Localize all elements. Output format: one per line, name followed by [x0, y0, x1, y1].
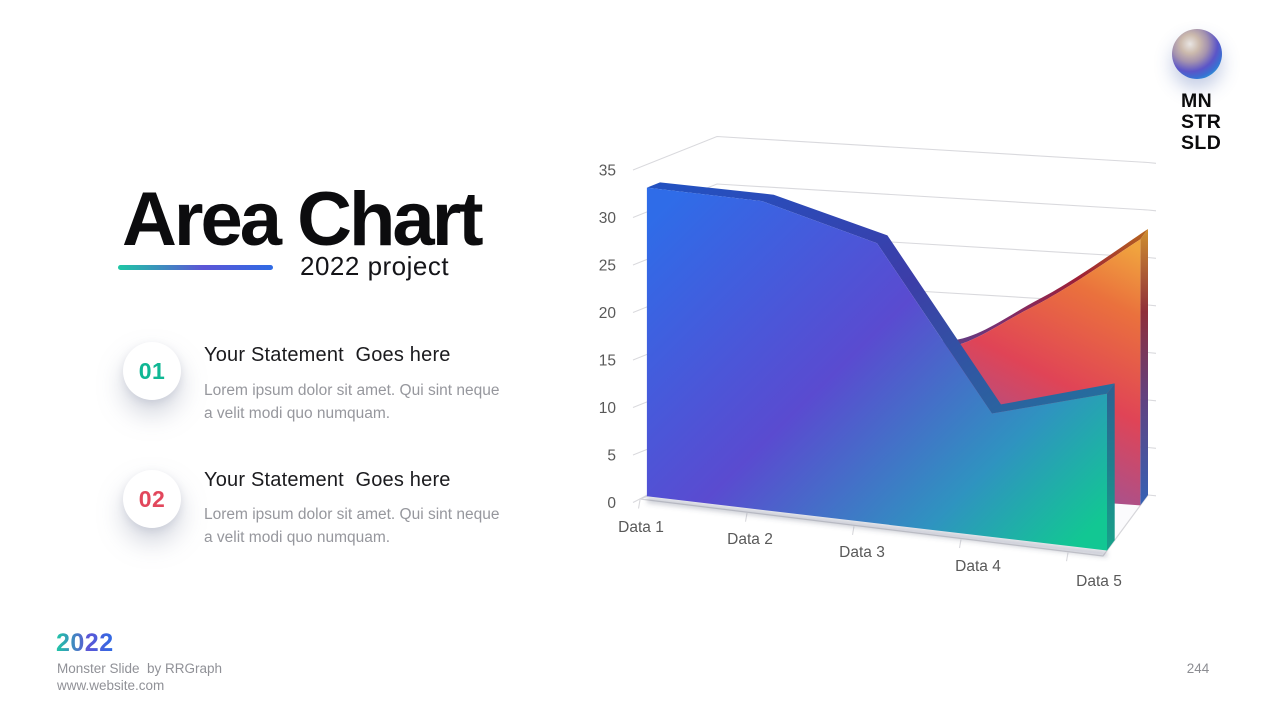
- x-axis-label: Data 5: [1076, 573, 1122, 590]
- y-axis-right-tick: [1147, 256, 1157, 259]
- logo-line-2: STR: [1181, 111, 1222, 133]
- footer-website: www.website.com: [57, 678, 165, 693]
- x-axis-tick: [958, 539, 962, 549]
- footer-credit: Monster Slide by RRGraph: [57, 661, 223, 676]
- slab-shadow: [646, 496, 1108, 558]
- y-axis-right-tick: [1147, 446, 1157, 449]
- page-number: 244: [1186, 661, 1210, 676]
- x-axis-tick: [851, 526, 855, 535]
- logo-line-3: SLD: [1181, 132, 1222, 154]
- y-axis-label: 25: [599, 258, 616, 275]
- y-axis-label: 30: [599, 210, 617, 227]
- front-series-side-face: [1107, 383, 1115, 551]
- logo-line-1: MN: [1181, 90, 1213, 112]
- x-axis-label: Data 2: [727, 531, 773, 548]
- accent-line: [118, 265, 273, 270]
- x-axis-label: Data 1: [618, 519, 664, 536]
- back-series-side-face: [1140, 229, 1148, 506]
- x-axis-tick: [637, 499, 641, 509]
- logo-wordmark: MN STR SLD: [1181, 91, 1221, 154]
- statement-2-heading: Your Statement Goes here: [204, 469, 451, 491]
- statement-2-badge: 02: [123, 470, 181, 528]
- statement-1-number: 01: [138, 357, 166, 384]
- subtitle: 2022 project: [300, 251, 450, 281]
- y-axis-right-tick: [1147, 351, 1157, 354]
- x-axis-label: Data 3: [839, 544, 885, 561]
- front-series-area: [646, 187, 1107, 551]
- y-axis-right-tick: [1147, 209, 1157, 212]
- statement-1-heading: Your Statement Goes here: [204, 344, 451, 366]
- y-axis-right-tick: [1147, 399, 1157, 402]
- y-axis-label: 10: [599, 400, 617, 417]
- y-axis-label: 0: [607, 495, 616, 512]
- x-axis-label: Data 4: [955, 558, 1001, 575]
- statement-2-number: 02: [138, 485, 166, 512]
- footer-year-text: 2022: [56, 629, 114, 657]
- footer-year: 2022: [56, 629, 114, 657]
- logo-sphere-icon: [1172, 29, 1222, 79]
- y-axis-right-tick: [1147, 161, 1157, 164]
- y-axis-label: 35: [599, 163, 616, 180]
- y-axis-label: 20: [599, 305, 617, 322]
- statement-2-body: Lorem ipsum dolor sit amet. Qui sint neq…: [204, 506, 500, 546]
- grid-line: [632, 135, 1149, 171]
- statement-1-badge: 01: [123, 342, 181, 400]
- page-title: Area Chart: [122, 176, 484, 262]
- y-axis-label: 15: [599, 353, 616, 370]
- statement-1-body: Lorem ipsum dolor sit amet. Qui sint neq…: [204, 382, 500, 422]
- y-axis-right-tick: [1147, 304, 1157, 307]
- x-axis-tick: [1065, 552, 1069, 562]
- y-axis-label: 5: [607, 448, 616, 465]
- y-axis-right-tick: [1147, 494, 1157, 497]
